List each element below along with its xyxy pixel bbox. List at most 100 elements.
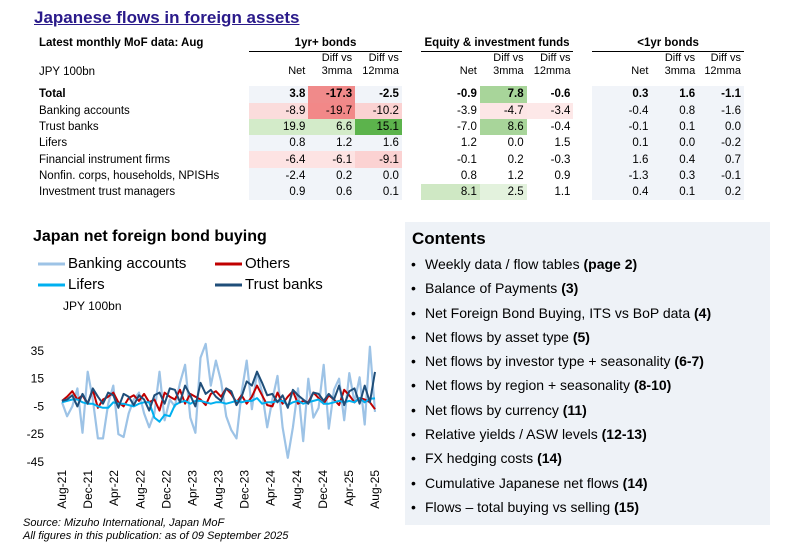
table-row: Total 3.8 -17.3 -2.5 -0.9 7.8 -0.6 0.3 1.6 -1.1 — [36, 86, 744, 103]
table-cell: 8.1 — [420, 184, 480, 201]
legend-label: Others — [245, 255, 290, 272]
contents-item[interactable]: • Net Foreign Bond Buying, ITS vs BoP dat… — [411, 301, 711, 325]
table-cell: 1.2 — [420, 135, 480, 152]
table-cell: 0.2 — [698, 184, 744, 201]
contents-item-page-ref: (11) — [562, 401, 587, 418]
contents-item-text: Net flows by region + seasonality — [425, 377, 634, 394]
bullet-icon: • — [411, 426, 416, 443]
table-cell: 1.1 — [526, 184, 574, 201]
y-tick-label: -5 — [33, 399, 44, 413]
contents-item[interactable]: • Net flows by currency (11) — [411, 398, 711, 422]
bullet-icon: • — [411, 280, 416, 297]
row-label: Total — [39, 88, 66, 101]
x-tick-label: Dec-23 — [238, 470, 252, 509]
bullet-icon: • — [411, 450, 416, 467]
contents-item-text: Relative yields / ASW levels — [425, 426, 602, 443]
contents-item-text: Net Foreign Bond Buying, ITS vs BoP data — [425, 304, 695, 321]
series-line — [61, 397, 376, 423]
table-cell: 0.2 — [479, 151, 527, 168]
table-cell: 0.9 — [526, 167, 574, 185]
table-cell: 0.6 — [308, 184, 356, 201]
table-cell: 1.6 — [592, 151, 652, 168]
contents-item[interactable]: • Cumulative Japanese net flows (14) — [411, 471, 711, 495]
table-cell: 1.6 — [651, 86, 699, 103]
contents-item-text: FX hedging costs — [425, 450, 538, 467]
table-cell: 0.1 — [355, 184, 402, 201]
legend-label: Banking accounts — [68, 255, 186, 272]
table-cell: 19.9 — [249, 118, 309, 136]
contents-item[interactable]: • Net flows by investor type + seasonalit… — [411, 349, 711, 373]
table-cell: -6.1 — [308, 151, 356, 168]
table-cell: 0.0 — [651, 135, 699, 152]
subheader-12mma: Diff vs 12mma — [362, 52, 399, 78]
contents-panel — [405, 222, 770, 525]
table-cell: -10.2 — [355, 102, 402, 119]
x-tick-label: Aug-22 — [133, 470, 147, 509]
table-cell: -0.9 — [420, 86, 480, 103]
contents-item[interactable]: • Net flows by region + seasonality (8-10… — [411, 373, 711, 397]
table-cell: -3.4 — [526, 102, 574, 119]
contents-item[interactable]: • Weekly data / flow tables (page 2) — [411, 252, 711, 276]
contents-item-text: Flows – total buying vs selling — [425, 498, 615, 515]
contents-item-page-ref: (12-13) — [601, 426, 647, 443]
subheader-net: Net — [288, 65, 306, 78]
table-cell: -0.4 — [526, 118, 574, 136]
x-tick-label: Apr-23 — [185, 470, 199, 506]
table-cell: 0.4 — [592, 184, 652, 201]
table-cell: -19.7 — [308, 102, 356, 119]
series-line — [61, 370, 376, 412]
contents-item-page-ref: (15) — [614, 498, 639, 515]
series-line — [60, 342, 377, 459]
bullet-icon: • — [411, 328, 416, 345]
table-row: Nonfin. corps, households, NPISHs -2.4 0.2… — [36, 167, 744, 185]
subheader-3mma: Diff vs 3mma — [321, 52, 353, 78]
contents-item-text: Net flows by asset type — [425, 328, 573, 345]
group-header-long-bonds: 1yr+ bonds — [249, 35, 402, 53]
table-cell: 8.6 — [479, 118, 527, 136]
as-of-note: All figures in this publication: as of 0… — [23, 530, 289, 542]
contents-item[interactable]: • Flows – total buying vs selling (15) — [411, 495, 711, 519]
contents-item[interactable]: • FX hedging costs (14) — [411, 446, 711, 470]
source-note: Source: Mizuho International, Japan MoF — [23, 517, 225, 529]
subheader-3mma: Diff vs 3mma — [664, 52, 696, 78]
contents-item-page-ref: (8-10) — [633, 377, 672, 394]
row-label: Investment trust managers — [39, 186, 176, 199]
x-tick-label: Aug-24 — [290, 470, 304, 509]
contents-item-text: Weekly data / flow tables — [425, 256, 584, 272]
table-cell: -0.4 — [592, 102, 652, 119]
subheader-12mma: Diff vs 12mma — [533, 52, 571, 78]
table-cell: -4.7 — [479, 102, 527, 119]
table-cell: 0.9 — [249, 184, 309, 201]
table-cell: -0.1 — [592, 118, 652, 136]
table-cell: 0.7 — [698, 151, 744, 168]
table-cell: -1.1 — [698, 86, 744, 103]
table-row: Lifers 0.8 1.2 1.6 1.2 0.0 1.5 0.1 0.0 -0.2 — [36, 135, 744, 152]
x-tick-label: Apr-25 — [342, 470, 356, 506]
table-cell: -6.4 — [249, 151, 309, 168]
subheader-net: Net — [459, 65, 477, 78]
table-cell: 1.6 — [355, 135, 402, 152]
table-cell: -7.0 — [420, 118, 480, 136]
bullet-icon: • — [411, 353, 416, 370]
contents-item-page-ref: (14) — [622, 474, 648, 491]
table-cell: 0.8 — [651, 102, 699, 119]
table-subheader-row: JPY 100bn Net Diff vs 3mma Diff vs 12mma N… — [36, 51, 744, 79]
contents-item-page-ref: (page 2) — [583, 256, 638, 272]
x-tick-label: Aug-25 — [368, 470, 382, 509]
x-tick-label: Apr-24 — [264, 470, 278, 506]
table-cell: -9.1 — [355, 151, 402, 168]
contents-item-text: Net flows by investor type + seasonality — [425, 353, 675, 370]
contents-item-text: Net flows by currency — [425, 401, 563, 418]
row-label: Banking accounts — [39, 104, 130, 117]
table-cell: -0.3 — [526, 151, 574, 168]
contents-item[interactable]: • Relative yields / ASW levels (12-13) — [411, 422, 711, 446]
legend-label: Trust banks — [245, 276, 323, 293]
group-header-short-bonds: <1yr bonds — [592, 35, 744, 53]
legend-label: Lifers — [68, 276, 105, 293]
contents-title: Contents — [412, 229, 486, 248]
contents-item-page-ref: (3) — [561, 280, 579, 297]
table-cell: -1.6 — [698, 102, 744, 119]
contents-item[interactable]: • Balance of Payments (3) — [411, 276, 711, 300]
contents-item[interactable]: • Net flows by asset type (5) — [411, 325, 711, 349]
group-header-equity: Equity & investment funds — [420, 35, 574, 53]
